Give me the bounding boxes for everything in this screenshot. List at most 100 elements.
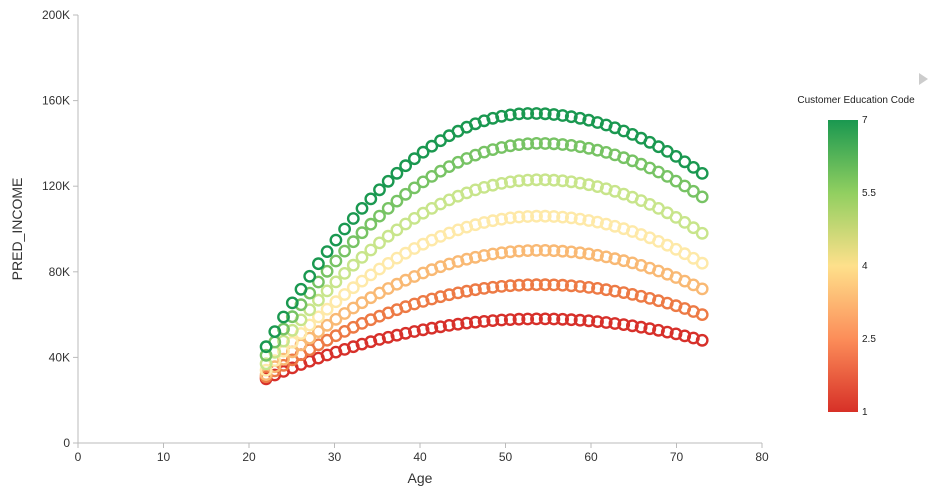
data-point[interactable] [547,137,561,151]
data-point[interactable] [608,284,622,298]
data-point[interactable] [268,325,282,338]
data-point[interactable] [407,325,421,338]
data-point[interactable] [582,247,596,261]
data-point[interactable] [503,279,517,293]
data-point[interactable] [477,216,491,229]
data-point[interactable] [652,323,665,337]
data-point[interactable] [303,269,317,283]
data-point[interactable] [521,107,535,120]
data-point[interactable] [564,313,578,327]
data-point[interactable] [399,326,412,340]
data-point[interactable] [425,292,439,306]
data-point[interactable] [503,108,517,122]
data-point[interactable] [503,211,517,225]
data-point[interactable] [495,246,508,260]
data-point[interactable] [556,244,569,258]
data-point[interactable] [495,212,508,226]
data-point[interactable] [451,255,465,268]
data-point[interactable] [530,209,543,223]
data-point[interactable] [538,209,552,223]
data-point[interactable] [591,281,604,295]
data-point[interactable] [678,329,692,343]
data-point[interactable] [582,314,596,328]
data-point[interactable] [434,320,447,334]
data-point[interactable] [416,323,430,337]
data-point[interactable] [547,244,561,258]
data-point[interactable] [695,166,709,180]
legend-expand-icon[interactable] [919,73,928,85]
data-point[interactable] [311,257,325,271]
data-point[interactable] [573,280,587,293]
data-point[interactable] [687,221,700,235]
data-point[interactable] [311,325,325,338]
data-point[interactable] [521,278,535,292]
data-point[interactable] [582,113,596,127]
data-point[interactable] [547,210,561,223]
data-point[interactable] [660,325,674,339]
data-point[interactable] [329,312,343,326]
data-point[interactable] [294,282,308,296]
data-point[interactable] [285,310,299,324]
data-point[interactable] [338,266,351,280]
data-point[interactable] [512,244,526,258]
data-point[interactable] [599,250,613,264]
data-point[interactable] [407,152,421,166]
data-point[interactable] [608,252,622,266]
data-point[interactable] [608,317,622,330]
data-point[interactable] [468,283,482,297]
data-point[interactable] [582,178,596,192]
data-point[interactable] [626,287,639,301]
data-point[interactable] [495,141,508,154]
data-point[interactable] [477,314,491,328]
data-point[interactable] [364,268,378,282]
data-point[interactable] [355,226,369,240]
data-point[interactable] [425,321,439,335]
data-point[interactable] [599,316,613,329]
data-point[interactable] [320,318,334,332]
data-point[interactable] [573,313,587,327]
data-point[interactable] [582,280,596,294]
data-point[interactable] [503,245,517,259]
data-point[interactable] [486,280,500,294]
data-point[interactable] [442,318,456,332]
data-point[interactable] [460,252,474,266]
data-point[interactable] [259,357,273,371]
data-point[interactable] [355,250,369,264]
data-point[interactable] [468,250,482,264]
data-point[interactable] [294,298,308,312]
data-point[interactable] [538,278,552,292]
data-point[interactable] [373,332,386,346]
data-point[interactable] [530,107,543,120]
data-point[interactable] [329,233,343,247]
data-point[interactable] [521,173,535,187]
data-point[interactable] [521,244,535,258]
data-point[interactable] [486,314,500,327]
data-point[interactable] [495,109,508,123]
data-point[interactable] [381,201,395,215]
data-point[interactable] [495,176,508,190]
data-point[interactable] [556,109,569,122]
data-point[interactable] [442,288,456,302]
data-point[interactable] [695,190,709,204]
data-point[interactable] [451,286,465,300]
data-point[interactable] [495,279,508,293]
data-point[interactable] [381,174,395,188]
data-point[interactable] [486,111,500,125]
data-point[interactable] [599,283,613,297]
data-point[interactable] [311,293,325,307]
data-point[interactable] [582,214,596,227]
data-point[interactable] [643,291,657,305]
data-point[interactable] [338,288,351,301]
data-point[interactable] [364,192,378,206]
data-point[interactable] [547,173,561,187]
data-point[interactable] [503,175,517,189]
data-point[interactable] [564,211,578,225]
data-point[interactable] [547,312,561,326]
data-point[interactable] [512,174,526,188]
data-point[interactable] [355,274,369,288]
data-point[interactable] [521,210,535,223]
data-point[interactable] [285,323,299,337]
data-point[interactable] [556,138,569,151]
data-point[interactable] [320,284,334,298]
data-point[interactable] [355,201,369,215]
